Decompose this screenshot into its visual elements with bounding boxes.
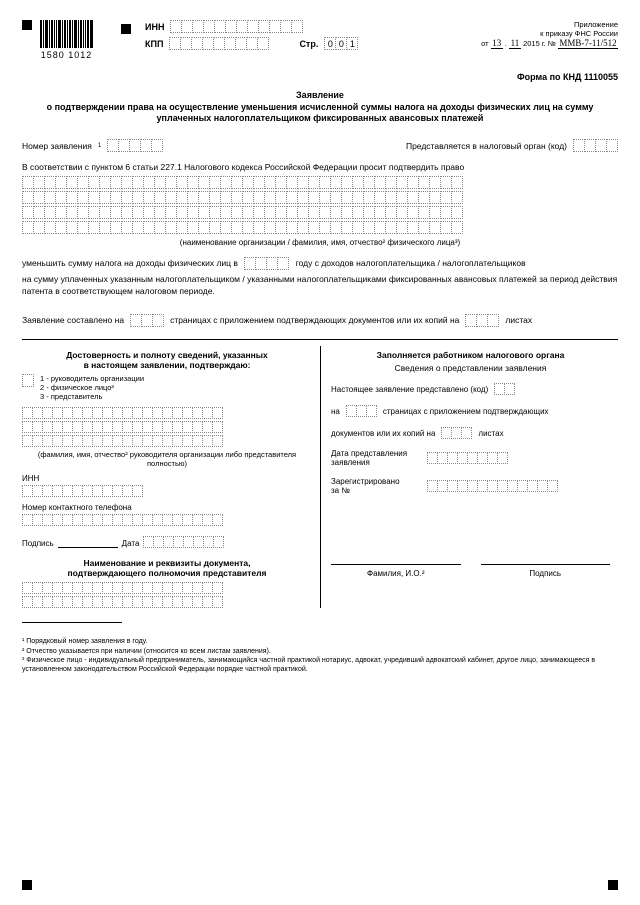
fn2: ² Отчество указывается при наличии (отно… xyxy=(22,647,618,656)
barcode-number: 1580 1012 xyxy=(41,50,93,60)
fio-caption: (фамилия, имя, отчество² руководителя ор… xyxy=(22,450,312,468)
composed-row: Заявление составлено на страницах с прил… xyxy=(22,314,618,327)
org-caption: (наименование организации / фамилия, имя… xyxy=(22,238,618,247)
reduce-row: уменьшить сумму налога на доходы физичес… xyxy=(22,257,618,270)
divider xyxy=(22,339,618,340)
year-cells[interactable] xyxy=(244,257,289,270)
pages-cells[interactable] xyxy=(130,314,164,327)
r-fio-line[interactable] xyxy=(331,555,461,565)
r-on: на xyxy=(331,407,340,416)
sheets-cells[interactable] xyxy=(465,314,499,327)
law-text: В соответствии с пунктом 6 статьи 227.1 … xyxy=(22,162,618,174)
org-code-cells[interactable] xyxy=(573,139,618,152)
left-column: Достоверность и полноту сведений, указан… xyxy=(22,346,320,609)
left-inn-label: ИНН xyxy=(22,474,39,483)
two-columns: Достоверность и полноту сведений, указан… xyxy=(22,346,618,609)
footnote-rule xyxy=(22,622,122,623)
doc-h1: Наименование и реквизиты документа, xyxy=(22,558,312,568)
doc-grid[interactable] xyxy=(22,582,312,608)
r-date-label: Дата представления заявления xyxy=(331,449,421,467)
phone-label: Номер контактного телефона xyxy=(22,503,312,512)
r-sheets-cells[interactable] xyxy=(441,427,472,439)
marker-bl xyxy=(22,880,32,890)
composed-label: Заявление составлено на xyxy=(22,315,124,325)
kpp-label: КПП xyxy=(145,39,163,49)
opt1: 1 - руководитель организации xyxy=(40,374,144,383)
r-date-cells[interactable] xyxy=(427,452,508,464)
left-h2: в настоящем заявлении, подтверждаю: xyxy=(22,360,312,370)
page: 1580 1012 ИНН КПП Стр. 001 Приложение к … xyxy=(0,0,640,694)
fn3: ³ Физическое лицо - индивидуальный предп… xyxy=(22,656,618,674)
order-number: ММВ-7-11/512 xyxy=(558,38,618,49)
phone-cells[interactable] xyxy=(22,514,312,526)
right-h1: Заполняется работником налогового органа xyxy=(331,350,610,360)
right-h2: Сведения о представлении заявления xyxy=(331,363,610,373)
date-cells[interactable] xyxy=(143,536,224,548)
marker-br xyxy=(608,880,618,890)
r-sheets-label: листах xyxy=(478,429,503,438)
doc-header: Наименование и реквизиты документа, подт… xyxy=(22,558,312,578)
reduce-label: уменьшить сумму налога на доходы физичес… xyxy=(22,258,238,268)
sheets-label: листах xyxy=(505,315,532,325)
sign-label: Подпись xyxy=(22,539,54,548)
r-fio-label: Фамилия, И.О.² xyxy=(331,569,461,578)
date-month: 11 xyxy=(509,38,521,49)
form-number: Форма по КНД 1110055 xyxy=(22,72,618,82)
doc-h2: подтверждающего полномочия представителя xyxy=(22,568,312,578)
page-label: Стр. xyxy=(299,39,318,49)
date-day: 13 xyxy=(491,38,503,49)
footnotes: ¹ Порядковый номер заявления в году. ² О… xyxy=(22,637,618,673)
org-code-label: Представляется в налоговый орган (код) xyxy=(406,141,567,151)
r-reg2: за № xyxy=(331,486,421,495)
left-header: Достоверность и полноту сведений, указан… xyxy=(22,350,312,370)
app-number-row: Номер заявления1 Представляется в налого… xyxy=(22,139,618,152)
left-inn-cells[interactable] xyxy=(22,485,312,497)
kpp-cells[interactable] xyxy=(169,37,269,50)
date-year: 2015 г. xyxy=(523,39,546,48)
right-header: Заполняется работником налогового органа… xyxy=(331,350,610,373)
title-line1: Заявление xyxy=(22,90,618,102)
fn1: ¹ Порядковый номер заявления в году. xyxy=(22,637,618,646)
fio-grid[interactable] xyxy=(22,407,312,447)
app-no-cells[interactable] xyxy=(107,139,163,152)
header-row: 1580 1012 ИНН КПП Стр. 001 Приложение к … xyxy=(22,20,618,60)
opt3: 3 - представитель xyxy=(40,392,144,401)
inn-label: ИНН xyxy=(145,22,164,32)
org-name-grid[interactable] xyxy=(22,176,618,234)
appendix-line2: к приказу ФНС России xyxy=(481,29,618,38)
r-sign-label: Подпись xyxy=(481,569,611,578)
sign-line[interactable] xyxy=(58,538,118,548)
title: Заявление о подтверждении права на осуще… xyxy=(22,90,618,125)
appendix-line1: Приложение xyxy=(481,20,618,29)
opt2: 2 - физическое лицо³ xyxy=(40,383,144,392)
appendix-block: Приложение к приказу ФНС России от 13 . … xyxy=(481,20,618,49)
r-reg1: Зарегистрировано xyxy=(331,477,421,486)
date-label: Дата xyxy=(122,539,140,548)
marker-tl xyxy=(22,20,32,30)
left-h1: Достоверность и полноту сведений, указан… xyxy=(22,350,312,360)
r-reg-cells[interactable] xyxy=(427,480,558,492)
order-label: № xyxy=(548,39,556,48)
r-pages-cells[interactable] xyxy=(346,405,377,417)
app-no-label: Номер заявления xyxy=(22,141,92,151)
r-docs-label: документов или их копий на xyxy=(331,429,435,438)
barcode: 1580 1012 xyxy=(40,20,93,60)
role-cell[interactable] xyxy=(22,374,34,387)
date-from: от xyxy=(481,39,488,48)
inn-cells[interactable] xyxy=(170,20,303,33)
r-sign-line[interactable] xyxy=(481,555,611,565)
title-line2: о подтверждении права на осуществление у… xyxy=(22,102,618,125)
right-column: Заполняется работником налогового органа… xyxy=(320,346,618,609)
page-cells: 001 xyxy=(324,37,358,50)
pages-mid-label: страницах с приложением подтверждающих д… xyxy=(170,315,459,325)
presented-label: Настоящее заявление представлено (код) xyxy=(331,385,488,394)
r-pages-txt: страницах с приложением подтверждающих xyxy=(383,407,549,416)
marker-mid xyxy=(121,24,131,34)
year-suffix: году с доходов налогоплательщика / налог… xyxy=(296,258,526,268)
r-code-cells[interactable] xyxy=(494,383,515,395)
reduce-text2: на сумму уплаченных указанным налогоплат… xyxy=(22,274,618,298)
